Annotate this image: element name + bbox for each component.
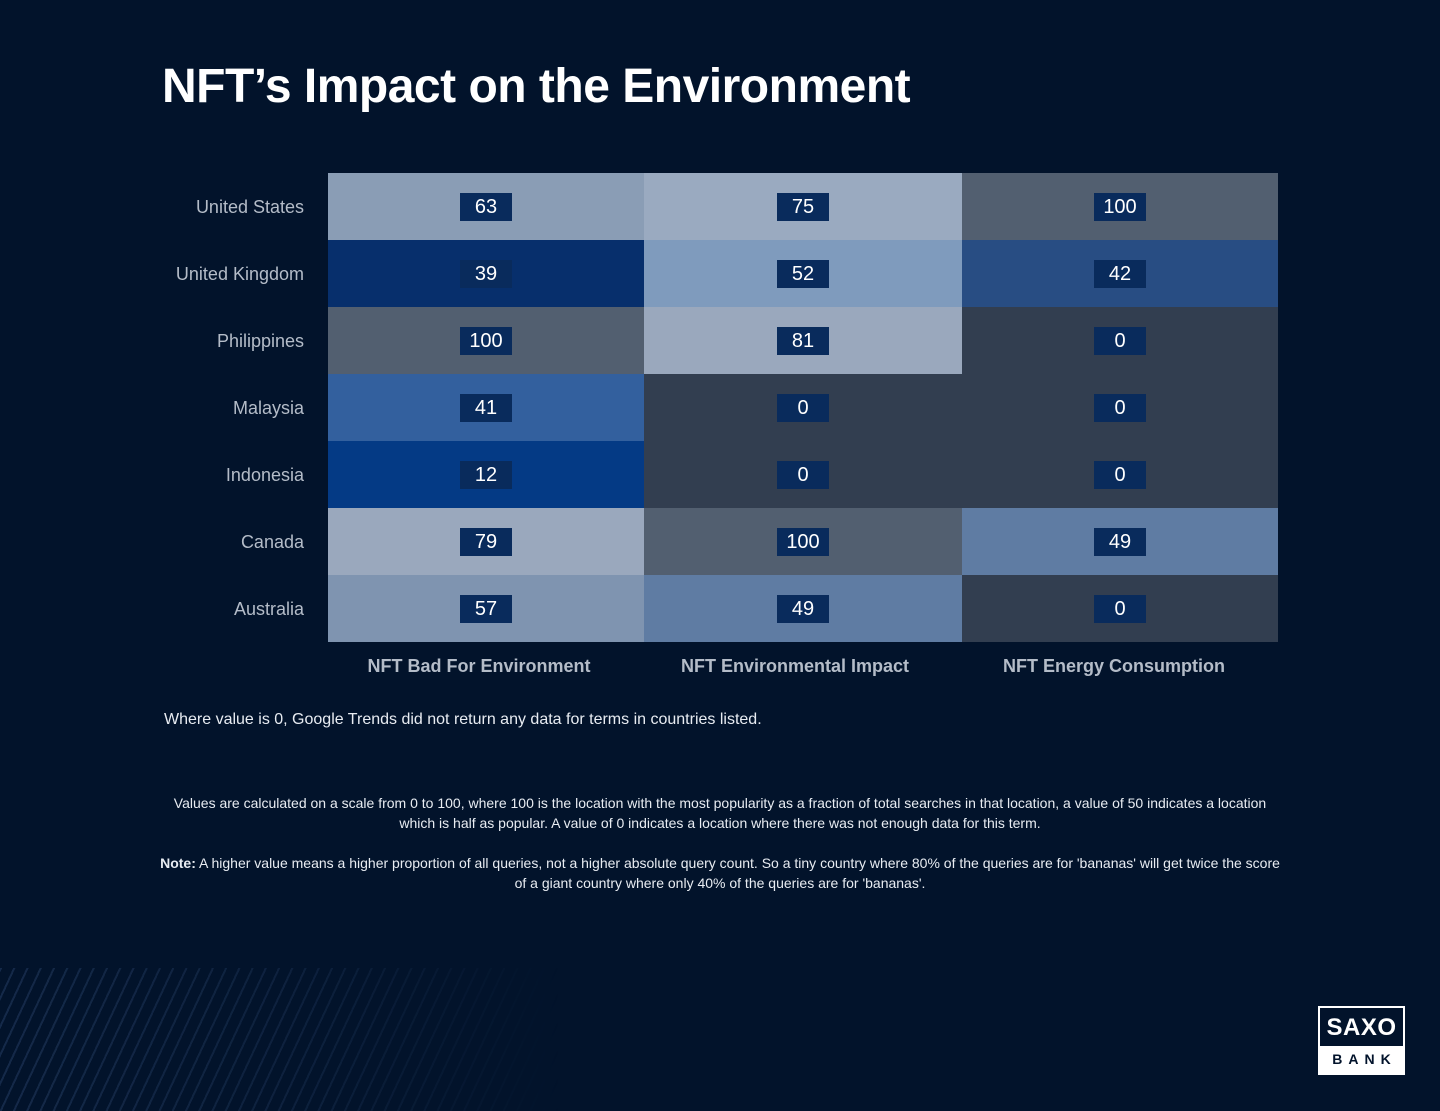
cell-value: 0 xyxy=(1094,594,1146,623)
row-label: Canada xyxy=(240,531,304,552)
scale-footnote: Values are calculated on a scale from 0 … xyxy=(173,795,1267,831)
column-label: NFT Bad For Environment xyxy=(367,656,591,676)
decorative-stripes xyxy=(0,968,560,1111)
logo-top-text: SAXO xyxy=(1326,1014,1397,1041)
cell-value: 49 xyxy=(1094,527,1146,556)
note-label: Note: xyxy=(160,855,196,871)
row-label: Philippines xyxy=(216,330,304,351)
cell-value: 49 xyxy=(777,594,829,623)
cell-value: 39 xyxy=(460,259,512,288)
cell-value: 42 xyxy=(1094,259,1146,288)
cell-value: 100 xyxy=(460,326,512,355)
cell-value: 63 xyxy=(460,192,512,221)
cell-value: 100 xyxy=(777,527,829,556)
cell-value: 0 xyxy=(777,460,829,489)
note-text: A higher value means a higher proportion… xyxy=(199,855,1280,891)
cell-value: 100 xyxy=(1094,192,1146,221)
cell-value: 52 xyxy=(777,259,829,288)
saxo-bank-logo: SAXO BANK xyxy=(1318,1006,1405,1075)
cell-value: 12 xyxy=(460,460,512,489)
note-footnote: Note: A higher value means a higher prop… xyxy=(160,853,1280,893)
page-title: NFT’s Impact on the Environment xyxy=(162,60,911,113)
cell-value: 0 xyxy=(1094,326,1146,355)
row-label: Australia xyxy=(233,598,304,619)
zero-value-note: Where value is 0, Google Trends did not … xyxy=(164,711,762,728)
cell-value: 0 xyxy=(1094,393,1146,422)
cell-value: 79 xyxy=(460,527,512,556)
row-label: United Kingdom xyxy=(175,263,304,284)
row-label: Indonesia xyxy=(225,464,304,485)
logo-bottom-text: BANK xyxy=(1320,1046,1403,1073)
row-label: Malaysia xyxy=(232,397,304,418)
cell-value: 57 xyxy=(460,594,512,623)
cell-value: 0 xyxy=(1094,460,1146,489)
column-label: NFT Energy Consumption xyxy=(1003,656,1225,676)
cell-value: 0 xyxy=(777,393,829,422)
row-label: United States xyxy=(195,196,304,217)
cell-value: 75 xyxy=(777,192,829,221)
cell-value: 81 xyxy=(777,326,829,355)
column-label: NFT Environmental Impact xyxy=(680,656,910,676)
cell-value: 41 xyxy=(460,393,512,422)
